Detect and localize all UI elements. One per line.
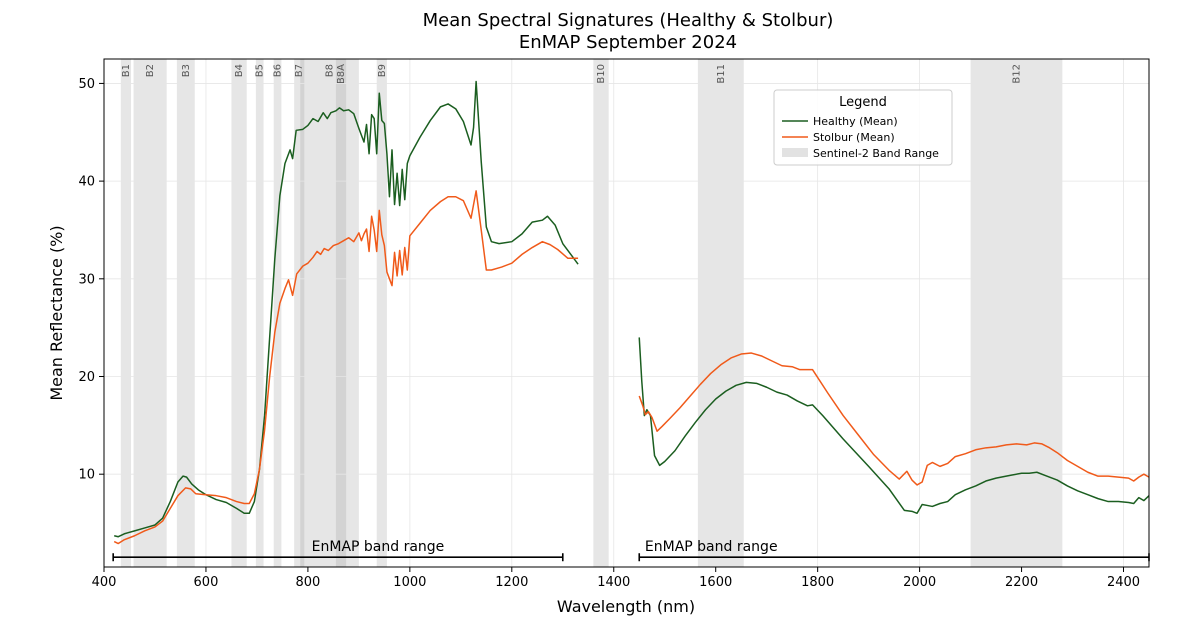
band-b3-span xyxy=(176,59,195,567)
band-b4-span xyxy=(231,59,247,567)
legend-label-bands: Sentinel-2 Band Range xyxy=(813,147,939,160)
legend-label-stolbur: Stolbur (Mean) xyxy=(813,131,895,144)
band-b5-span xyxy=(255,59,264,567)
band-b8-span xyxy=(300,59,359,567)
legend-title: Legend xyxy=(839,95,887,110)
annotations: EnMAP band range EnMAP band range xyxy=(112,539,1150,562)
x-tick-label-1600: 1600 xyxy=(699,575,732,590)
x-tick-label-800: 800 xyxy=(295,575,320,590)
stolbur-mean-line-segment-2 xyxy=(638,352,1150,486)
band-b10-span xyxy=(593,59,609,567)
y-tick-label-40: 40 xyxy=(78,175,95,190)
chart-title: Mean Spectral Signatures (Healthy & Stol… xyxy=(423,10,834,31)
y-tick-label-10: 10 xyxy=(78,468,95,483)
band-b1-label: B1 xyxy=(121,64,132,77)
band-b8-label: B8 xyxy=(325,64,336,77)
x-tick-label-1000: 1000 xyxy=(393,575,426,590)
band-b9-label: B9 xyxy=(377,64,388,77)
plot-frame xyxy=(103,58,1150,568)
band-b9-span xyxy=(376,59,387,567)
band-b12-label: B12 xyxy=(1011,64,1022,84)
legend-swatch-bands xyxy=(782,148,808,157)
healthy-mean-line-segment-1 xyxy=(114,80,579,538)
x-tick-label-600: 600 xyxy=(194,575,219,590)
legend-box xyxy=(773,89,953,166)
x-tick-label-1400: 1400 xyxy=(597,575,630,590)
x-axis-label: Wavelength (nm) xyxy=(557,597,695,616)
x-tick-label-2400: 2400 xyxy=(1107,575,1140,590)
band-b11-span xyxy=(697,59,744,567)
band-b5-label: B5 xyxy=(255,64,266,77)
x-tick-label-1800: 1800 xyxy=(801,575,834,590)
x-tick-label-2000: 2000 xyxy=(903,575,936,590)
legend-label-healthy: Healthy (Mean) xyxy=(813,115,898,128)
y-tick-label-20: 20 xyxy=(78,370,95,385)
band-b7-label: B7 xyxy=(294,64,305,77)
band-b3-label: B3 xyxy=(181,64,192,77)
band-b12-span xyxy=(970,59,1063,567)
sentinel2-bands: B1 B2 B3 B4 B5 B6 B7 B8 B8A B9 B10 B11 B12 xyxy=(120,59,1063,567)
band-b11-label: B11 xyxy=(716,64,727,84)
x-tick-label-2200: 2200 xyxy=(1005,575,1038,590)
band-b10-label: B10 xyxy=(596,64,607,84)
y-axis-label: Mean Reflectance (%) xyxy=(47,225,66,400)
band-b7-span xyxy=(294,59,305,567)
enmap-range-label-2: EnMAP band range xyxy=(645,539,778,555)
band-b2-label: B2 xyxy=(145,64,156,77)
series xyxy=(113,80,1150,545)
y-tick-label-30: 30 xyxy=(78,272,95,287)
band-b8a-span xyxy=(335,59,347,567)
x-tick-label-1200: 1200 xyxy=(495,575,528,590)
band-b8a-label: B8A xyxy=(336,64,347,84)
enmap-range-label-1: EnMAP band range xyxy=(312,539,445,555)
legend: Legend Healthy (Mean) Stolbur (Mean) Sen… xyxy=(773,89,953,166)
band-b1-span xyxy=(120,59,132,567)
axes: 400 600 800 1000 1200 1400 1600 1800 2000 2200 240… xyxy=(78,77,1140,590)
stolbur-mean-line-segment-1 xyxy=(113,190,579,545)
chart-subtitle: EnMAP September 2024 xyxy=(519,32,737,53)
healthy-mean-line-segment-2 xyxy=(638,337,1150,515)
band-b4-label: B4 xyxy=(234,64,245,77)
band-b6-label: B6 xyxy=(273,64,284,77)
y-tick-label-50: 50 xyxy=(78,77,95,92)
x-tick-label-400: 400 xyxy=(92,575,117,590)
band-b2-span xyxy=(133,59,167,567)
